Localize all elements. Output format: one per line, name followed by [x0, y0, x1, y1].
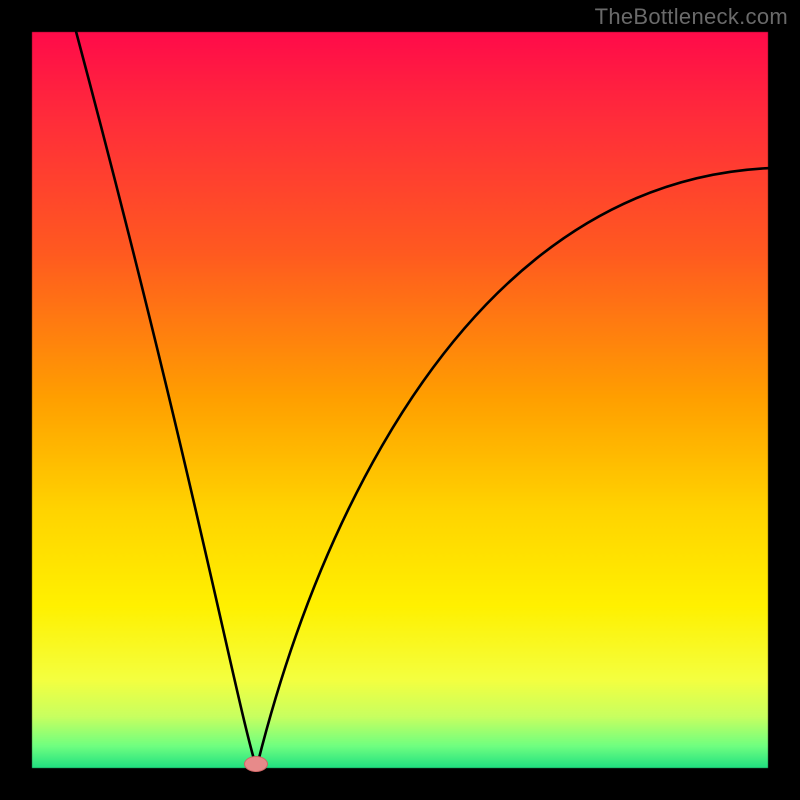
chart-container: TheBottleneck.com — [0, 0, 800, 800]
watermark-text: TheBottleneck.com — [595, 4, 788, 30]
optimal-point-marker — [244, 756, 268, 772]
bottleneck-curve — [0, 0, 800, 800]
curve-path — [76, 32, 768, 768]
